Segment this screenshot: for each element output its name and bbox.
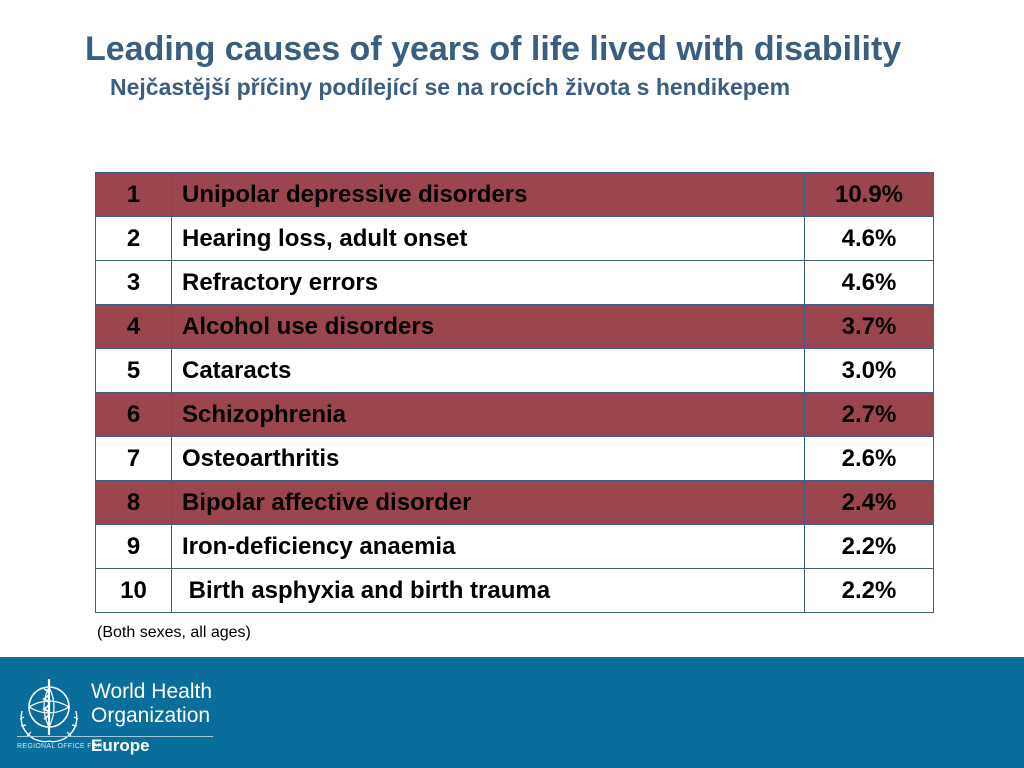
cause-cell: Refractory errors — [171, 260, 805, 305]
table-row: 5 Cataracts 3.0% — [95, 348, 934, 393]
cause-cell: Osteoarthritis — [171, 436, 805, 481]
cause-cell: Cataracts — [171, 348, 805, 393]
org-name-line-1: World Health — [91, 680, 212, 703]
rank-cell: 6 — [95, 392, 172, 437]
table-note: (Both sexes, all ages) — [97, 624, 251, 641]
table-row: 4 Alcohol use disorders 3.7% — [95, 304, 934, 349]
region-label: REGIONAL OFFICE FOR — [17, 743, 103, 750]
share-cell: 2.4% — [804, 480, 934, 525]
table-row: 9 Iron-deficiency anaemia 2.2% — [95, 524, 934, 569]
table-row: 10 Birth asphyxia and birth trauma 2.2% — [95, 568, 934, 613]
cause-cell: Alcohol use disorders — [171, 304, 805, 349]
share-cell: 2.6% — [804, 436, 934, 481]
cause-cell: Birth asphyxia and birth trauma — [171, 568, 805, 613]
share-cell: 10.9% — [804, 172, 934, 217]
rank-cell: 10 — [95, 568, 172, 613]
rank-cell: 5 — [95, 348, 172, 393]
cause-cell: Iron-deficiency anaemia — [171, 524, 805, 569]
region-name: Europe — [91, 736, 150, 755]
share-cell: 2.7% — [804, 392, 934, 437]
table-row: 6 Schizophrenia 2.7% — [95, 392, 934, 437]
slide-subtitle: Nejčastější příčiny podílející se na roc… — [110, 74, 791, 100]
share-cell: 2.2% — [804, 568, 934, 613]
table-row: 7 Osteoarthritis 2.6% — [95, 436, 934, 481]
rank-cell: 8 — [95, 480, 172, 525]
rank-cell: 7 — [95, 436, 172, 481]
rank-cell: 9 — [95, 524, 172, 569]
table-row: 1 Unipolar depressive disorders 10.9% — [95, 172, 934, 217]
slide-title: Leading causes of years of life lived wi… — [85, 30, 902, 68]
rank-cell: 2 — [95, 216, 172, 261]
who-emblem-icon — [19, 679, 79, 743]
footer-divider — [17, 736, 213, 737]
share-cell: 4.6% — [804, 260, 934, 305]
rank-cell: 4 — [95, 304, 172, 349]
table-row: 2 Hearing loss, adult onset 4.6% — [95, 216, 934, 261]
cause-cell: Hearing loss, adult onset — [171, 216, 805, 261]
share-cell: 4.6% — [804, 216, 934, 261]
rank-cell: 1 — [95, 172, 172, 217]
footer-bar: World Health Organization REGIONAL OFFIC… — [0, 657, 1024, 768]
share-cell: 3.7% — [804, 304, 934, 349]
table-row: 3 Refractory errors 4.6% — [95, 260, 934, 305]
causes-table: 1 Unipolar depressive disorders 10.9% 2 Hear… — [95, 172, 934, 613]
cause-cell: Schizophrenia — [171, 392, 805, 437]
cause-cell: Bipolar affective disorder — [171, 480, 805, 525]
rank-cell: 3 — [95, 260, 172, 305]
cause-cell: Unipolar depressive disorders — [171, 172, 805, 217]
org-name-line-2: Organization — [91, 704, 211, 727]
table-row: 8 Bipolar affective disorder 2.4% — [95, 480, 934, 525]
causes-table-body: 1 Unipolar depressive disorders 10.9% 2 Hear… — [95, 172, 934, 613]
org-name: World Health Organization — [91, 680, 212, 728]
share-cell: 3.0% — [804, 348, 934, 393]
share-cell: 2.2% — [804, 524, 934, 569]
